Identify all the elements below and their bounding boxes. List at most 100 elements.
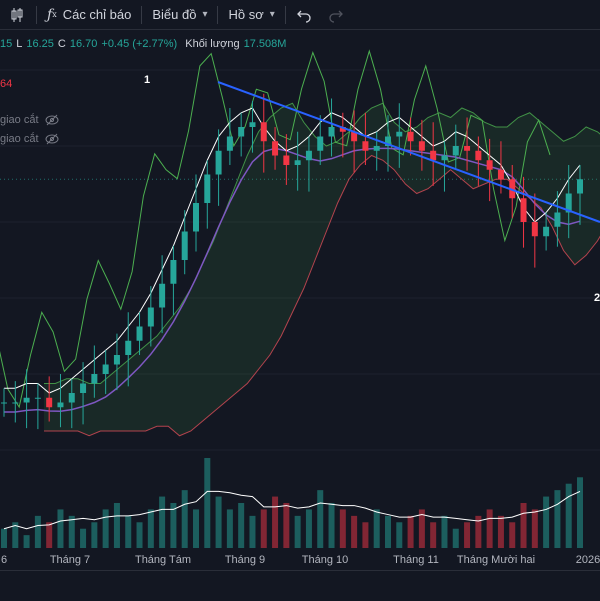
x-tick-label: Tháng Mười hai xyxy=(456,554,536,566)
candle-body xyxy=(520,198,527,222)
toolbar-divider xyxy=(217,5,219,24)
undo-button[interactable] xyxy=(288,0,320,30)
x-tick-label: Tháng 10 xyxy=(301,554,349,566)
indicator-row-2: giao cắt xyxy=(0,133,59,145)
volume-bar xyxy=(396,522,403,548)
candle-body xyxy=(351,131,358,142)
candle-body xyxy=(385,136,391,146)
candle-body xyxy=(170,260,177,284)
candle-body xyxy=(238,127,245,137)
volume-bar xyxy=(68,515,75,548)
candle-body xyxy=(407,131,414,142)
volume-bar xyxy=(475,515,482,548)
volume-bar xyxy=(554,490,561,548)
undo-icon xyxy=(296,7,312,23)
candle-body xyxy=(497,169,504,180)
marker-1: 1 xyxy=(144,74,151,86)
toolbar-divider xyxy=(284,5,286,24)
eye-hidden-icon[interactable] xyxy=(45,114,59,126)
candle-body xyxy=(249,122,256,127)
legend-volume-value: 17.508M xyxy=(243,38,287,50)
candles-icon xyxy=(8,6,26,24)
volume-bar xyxy=(147,509,154,548)
indicator-row-1: giao cắt xyxy=(0,114,59,126)
candle-body xyxy=(430,150,437,161)
chart-type-button[interactable]: Biểu đồ ▾ xyxy=(144,0,215,30)
candle-body xyxy=(486,160,493,170)
price-chart[interactable] xyxy=(0,30,600,548)
candle-body xyxy=(464,146,471,151)
legend-close-value: 16.70 xyxy=(69,38,98,50)
volume-bar xyxy=(170,503,177,548)
candle-body xyxy=(1,402,7,404)
candle-body xyxy=(136,326,143,341)
volume-bar xyxy=(430,522,437,548)
volume-bar xyxy=(520,503,527,548)
candle-body xyxy=(565,193,572,213)
volume-bar xyxy=(294,515,301,548)
redo-button[interactable] xyxy=(320,0,352,30)
volume-bar xyxy=(452,528,459,548)
candle-body xyxy=(12,402,19,404)
candle-body xyxy=(362,141,369,151)
volume-bar xyxy=(509,522,516,548)
candle-body xyxy=(283,155,290,165)
volume-bar xyxy=(226,509,233,548)
volume-bar xyxy=(249,515,256,548)
volume-bar xyxy=(441,515,448,548)
volume-bar xyxy=(113,503,120,548)
volume-bar xyxy=(407,515,414,548)
x-tick-label: Tháng Tám xyxy=(134,554,192,566)
candle-body xyxy=(305,150,312,161)
eye-hidden-icon[interactable] xyxy=(45,133,59,145)
x-tick-label: Tháng 9 xyxy=(224,554,266,566)
trend-line xyxy=(217,81,600,223)
volume-bar xyxy=(418,509,425,548)
volume-bar xyxy=(91,522,98,548)
candle-body xyxy=(215,150,222,175)
legend-close-label: C xyxy=(57,38,66,50)
candle-body xyxy=(328,127,335,137)
volume-bar xyxy=(260,509,267,548)
ohlc-legend: 15 L 16.25 C 16.70 +0.45 (+2.77%) Khối lượ… xyxy=(0,38,286,50)
x-tick-label: Tháng 11 xyxy=(393,554,439,566)
volume-bar xyxy=(57,509,64,548)
volume-bar xyxy=(102,509,109,548)
legend-fragment-value: 15 xyxy=(0,38,13,50)
volume-bar xyxy=(136,522,143,548)
volume-ma-line xyxy=(3,490,581,530)
candles-button[interactable] xyxy=(0,0,34,30)
candle-body xyxy=(452,146,459,156)
x-tick-label: 6 xyxy=(0,554,8,566)
profile-label: Hồ sơ xyxy=(228,7,264,22)
chart-type-label: Biểu đồ xyxy=(152,7,197,22)
volume-bar xyxy=(543,496,550,548)
x-tick-label: 2026 xyxy=(575,554,600,566)
volume-bar xyxy=(565,483,572,548)
volume-bar xyxy=(125,515,132,548)
candle-body xyxy=(34,397,41,399)
candle-body xyxy=(125,340,132,355)
volume-bar xyxy=(272,496,279,548)
time-axis[interactable]: 6 Tháng 7 Tháng Tám Tháng 9 Tháng 10 Thá… xyxy=(0,548,600,570)
volume-bar xyxy=(80,528,87,548)
candle-body xyxy=(204,174,211,203)
base-line xyxy=(4,107,581,394)
candle-body xyxy=(102,364,109,374)
volume-bar xyxy=(46,522,53,548)
volume-bar xyxy=(464,522,471,548)
moving-average-line xyxy=(4,147,581,413)
profile-button[interactable]: Hồ sơ ▾ xyxy=(220,0,282,30)
volume-bar xyxy=(34,515,41,548)
volume-bar xyxy=(486,509,493,548)
chevron-down-icon: ▾ xyxy=(202,9,208,20)
candle-body xyxy=(554,212,561,227)
indicator-row-2-label: giao cắt xyxy=(0,133,39,145)
candle-body xyxy=(80,383,87,393)
volume-bar xyxy=(317,490,324,548)
volume-bar xyxy=(159,496,166,548)
legend-low-label: L xyxy=(16,38,23,50)
candle-body xyxy=(193,203,199,232)
